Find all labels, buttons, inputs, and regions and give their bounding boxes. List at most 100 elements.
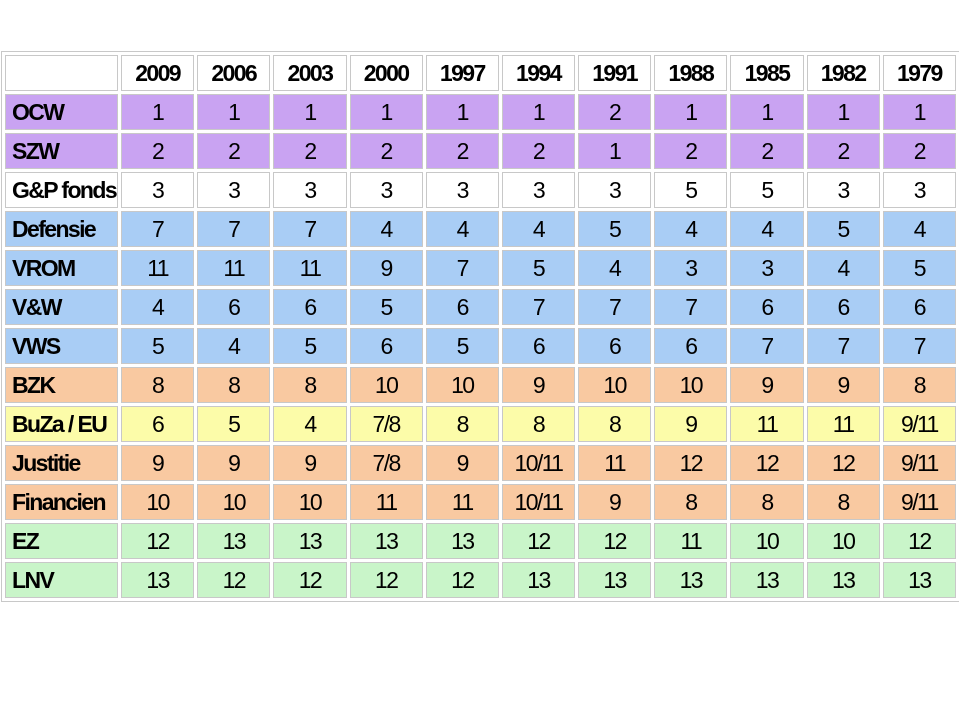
cell: 10/11 xyxy=(501,445,576,481)
cell: 9 xyxy=(121,445,195,481)
cell: 2 xyxy=(349,133,423,169)
cell: 2 xyxy=(197,133,271,169)
cell: 5 xyxy=(806,211,880,247)
cell: 3 xyxy=(501,172,576,208)
data-row: OCW 1 1 1 1 1 1 2 1 1 1 1 xyxy=(5,94,956,130)
cell: 1 xyxy=(197,94,271,130)
cell: 8 xyxy=(730,484,804,520)
cell: 6 xyxy=(121,406,195,442)
cell: 9 xyxy=(501,367,576,403)
cell: 6 xyxy=(273,289,347,325)
header-row: 2009 2006 2003 2000 1997 1994 1991 1988 1985 1982… xyxy=(5,55,956,91)
cell: 9 xyxy=(273,445,347,481)
cell: 11 xyxy=(197,250,271,286)
column-header: 1982 xyxy=(806,55,880,91)
cell: 11 xyxy=(806,406,880,442)
cell: 2 xyxy=(425,133,499,169)
cell: 1 xyxy=(806,94,880,130)
cell: 12 xyxy=(197,562,271,598)
cell: 4 xyxy=(349,211,423,247)
cell: 11 xyxy=(654,523,728,559)
cell: 7/8 xyxy=(349,406,423,442)
data-row: BuZa / EU 6 5 4 7/8 8 8 8 9 11 11 9/11 xyxy=(5,406,956,442)
column-header: 1979 xyxy=(882,55,956,91)
data-row: BZK 8 8 8 10 10 9 10 10 9 9 8 xyxy=(5,367,956,403)
cell: 13 xyxy=(730,562,804,598)
row-label: V&W xyxy=(5,289,118,325)
cell: 9 xyxy=(425,445,499,481)
column-header: 2000 xyxy=(349,55,423,91)
cell: 2 xyxy=(578,94,652,130)
ranking-table: 2009 2006 2003 2000 1997 1994 1991 1988 1985 1982… xyxy=(2,52,959,601)
cell: 5 xyxy=(501,250,576,286)
data-row: VWS 5 4 5 6 5 6 6 6 7 7 7 xyxy=(5,328,956,364)
cell: 4 xyxy=(730,211,804,247)
cell: 8 xyxy=(882,367,956,403)
cell: 13 xyxy=(349,523,423,559)
cell: 10 xyxy=(806,523,880,559)
cell: 7 xyxy=(882,328,956,364)
cell: 13 xyxy=(197,523,271,559)
cell: 9 xyxy=(197,445,271,481)
cell: 9 xyxy=(730,367,804,403)
cell: 5 xyxy=(654,172,728,208)
cell: 13 xyxy=(273,523,347,559)
cell: 9 xyxy=(349,250,423,286)
cell: 11 xyxy=(425,484,499,520)
cell: 6 xyxy=(730,289,804,325)
cell: 10 xyxy=(197,484,271,520)
cell: 13 xyxy=(121,562,195,598)
cell: 13 xyxy=(654,562,728,598)
cell: 7 xyxy=(273,211,347,247)
row-label: BZK xyxy=(5,367,118,403)
data-row: LNV 13 12 12 12 12 13 13 13 13 13 13 xyxy=(5,562,956,598)
cell: 11 xyxy=(578,445,652,481)
cell: 7 xyxy=(578,289,652,325)
cell: 4 xyxy=(273,406,347,442)
corner-cell xyxy=(5,55,118,91)
column-header: 2009 xyxy=(121,55,195,91)
cell: 1 xyxy=(578,133,652,169)
cell: 5 xyxy=(730,172,804,208)
cell: 5 xyxy=(273,328,347,364)
cell: 13 xyxy=(806,562,880,598)
cell: 9/11 xyxy=(882,406,956,442)
cell: 8 xyxy=(425,406,499,442)
cell: 6 xyxy=(806,289,880,325)
cell: 6 xyxy=(654,328,728,364)
row-label: Financien xyxy=(5,484,118,520)
cell: 6 xyxy=(882,289,956,325)
cell: 9 xyxy=(806,367,880,403)
cell: 8 xyxy=(273,367,347,403)
cell: 10 xyxy=(654,367,728,403)
cell: 6 xyxy=(349,328,423,364)
column-header: 1985 xyxy=(730,55,804,91)
cell: 12 xyxy=(806,445,880,481)
cell: 10 xyxy=(349,367,423,403)
cell: 2 xyxy=(730,133,804,169)
column-header: 1991 xyxy=(578,55,652,91)
cell: 7/8 xyxy=(349,445,423,481)
cell: 13 xyxy=(425,523,499,559)
cell: 4 xyxy=(425,211,499,247)
cell: 1 xyxy=(425,94,499,130)
cell: 8 xyxy=(121,367,195,403)
cell: 11 xyxy=(273,250,347,286)
cell: 12 xyxy=(121,523,195,559)
cell: 2 xyxy=(654,133,728,169)
cell: 3 xyxy=(273,172,347,208)
cell: 8 xyxy=(806,484,880,520)
cell: 10 xyxy=(121,484,195,520)
row-label: OCW xyxy=(5,94,118,130)
cell: 2 xyxy=(806,133,880,169)
cell: 11 xyxy=(730,406,804,442)
cell: 3 xyxy=(197,172,271,208)
cell: 3 xyxy=(425,172,499,208)
row-label: EZ xyxy=(5,523,118,559)
cell: 2 xyxy=(882,133,956,169)
cell: 12 xyxy=(501,523,576,559)
data-row: G&P fonds 3 3 3 3 3 3 3 5 5 3 3 xyxy=(5,172,956,208)
cell: 12 xyxy=(273,562,347,598)
row-label: VWS xyxy=(5,328,118,364)
